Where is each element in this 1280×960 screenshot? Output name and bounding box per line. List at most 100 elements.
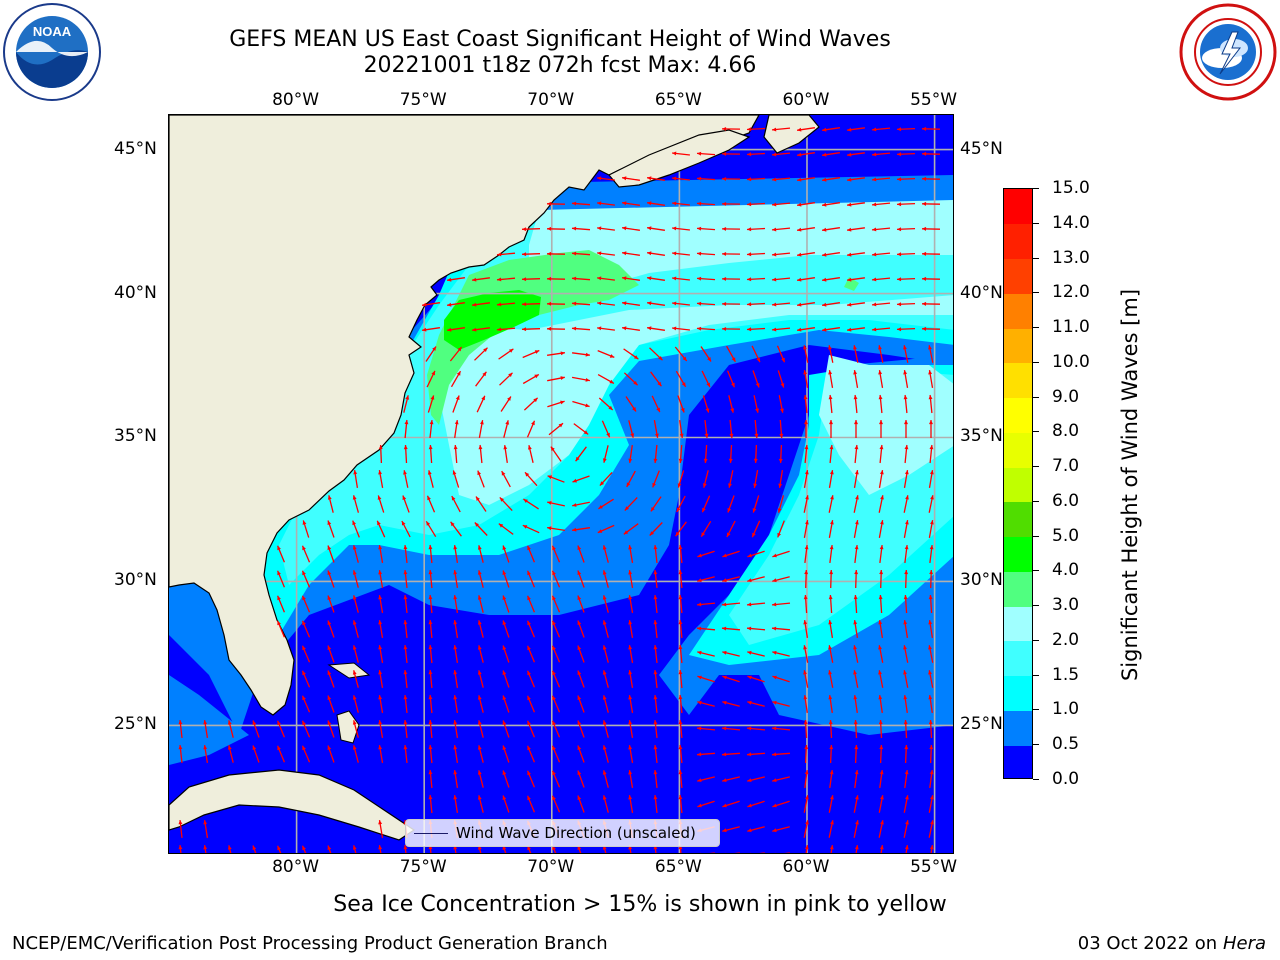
wave-direction-arrow <box>871 177 891 182</box>
wave-direction-arrow <box>672 151 690 156</box>
wave-direction-arrow <box>721 327 741 331</box>
wave-direction-arrow <box>729 419 734 439</box>
wave-direction-arrow <box>653 595 658 613</box>
longitude-tick-top: 75°W <box>399 90 447 110</box>
wave-direction-arrow <box>746 726 766 731</box>
wave-direction-arrow <box>623 523 639 535</box>
wave-direction-arrow <box>522 524 540 534</box>
wave-direction-arrow <box>597 524 615 534</box>
colorbar-tick-mark <box>1033 222 1039 224</box>
wave-direction-arrow <box>477 570 484 588</box>
map-subtitle: 20221001 t18z 072h fcst Max: 4.66 <box>363 53 757 78</box>
wave-direction-arrow <box>678 794 683 814</box>
colorbar-tick-mark <box>1033 257 1039 259</box>
wave-direction-arrow <box>425 520 437 538</box>
wave-direction-arrow <box>904 420 908 438</box>
wave-direction-arrow <box>903 369 909 389</box>
wave-direction-arrow <box>828 645 834 663</box>
latitude-tick-right: 25°N <box>960 714 1003 735</box>
wave-direction-arrow <box>477 670 484 688</box>
wave-direction-arrow <box>747 675 765 683</box>
wave-direction-arrow <box>854 569 859 589</box>
wave-direction-arrow <box>628 744 634 764</box>
wave-direction-arrow <box>647 226 665 231</box>
wave-direction-arrow <box>678 619 683 639</box>
wave-direction-arrow <box>227 720 234 738</box>
wave-direction-arrow <box>746 602 766 607</box>
wave-direction-arrow <box>453 444 458 464</box>
wave-direction-arrow <box>301 695 311 713</box>
wave-direction-arrow <box>301 620 311 638</box>
wave-direction-arrow <box>453 569 459 589</box>
map-panel[interactable]: Wind Wave Direction (unscaled) <box>168 114 954 854</box>
wave-direction-arrow <box>853 619 859 639</box>
wave-direction-arrow <box>928 345 934 363</box>
wave-direction-arrow <box>327 520 335 538</box>
wave-direction-arrow <box>772 826 790 833</box>
wave-direction-arrow <box>453 594 459 614</box>
wave-direction-arrow <box>628 594 634 614</box>
wave-direction-arrow <box>352 545 359 563</box>
wave-direction-arrow <box>676 495 686 513</box>
wave-direction-arrow <box>477 470 485 488</box>
wave-direction-arrow <box>746 177 766 182</box>
wave-direction-arrow <box>378 619 384 639</box>
wave-direction-arrow <box>751 345 761 363</box>
wave-direction-arrow <box>602 670 609 688</box>
colorbar-tick-mark <box>1033 744 1039 746</box>
wave-direction-arrow <box>502 595 510 613</box>
wave-direction-arrow <box>653 545 658 563</box>
colorbar-tick-label: 6.0 <box>1052 490 1080 511</box>
wave-direction-arrow <box>203 719 209 739</box>
wave-direction-arrow <box>526 720 536 738</box>
wave-direction-arrow <box>677 395 685 413</box>
latitude-tick-right: 35°N <box>960 426 1003 447</box>
wave-direction-arrow <box>746 152 766 157</box>
colorbar-segment <box>1004 606 1032 642</box>
wave-direction-arrow <box>721 302 741 306</box>
wave-direction-arrow <box>526 620 536 638</box>
wave-direction-arrow <box>449 346 463 362</box>
wave-direction-arrow <box>472 327 490 332</box>
wave-direction-arrow <box>628 669 634 689</box>
wave-direction-arrow <box>746 327 766 332</box>
latitude-tick-right: 30°N <box>960 570 1003 591</box>
wave-direction-arrow <box>453 544 459 564</box>
wave-direction-arrow <box>622 226 640 231</box>
wave-direction-arrow <box>822 252 840 257</box>
colorbar-tick-label: 12.0 <box>1052 282 1090 303</box>
wave-direction-arrow <box>928 519 934 539</box>
wave-direction-arrow <box>352 695 359 713</box>
wave-direction-arrow <box>701 495 711 513</box>
wave-direction-arrow <box>403 545 408 563</box>
wave-direction-arrow <box>602 745 609 763</box>
colorbar-tick-label: 7.0 <box>1052 456 1080 477</box>
wind-wave-direction-arrows <box>178 126 941 853</box>
wave-direction-arrow <box>701 370 711 388</box>
wave-direction-arrow <box>696 602 716 607</box>
wave-direction-arrow <box>526 745 536 763</box>
wave-direction-arrow <box>521 252 541 257</box>
wave-direction-arrow <box>551 695 561 713</box>
wave-direction-arrow <box>650 371 662 387</box>
longitude-tick-top: 55°W <box>910 90 958 110</box>
wave-direction-arrow <box>647 201 665 206</box>
wave-direction-arrow <box>477 720 484 738</box>
wave-direction-arrow <box>771 327 791 332</box>
longitude-tick-bottom: 55°W <box>910 857 958 877</box>
wave-direction-arrow <box>499 372 513 386</box>
wave-direction-arrow <box>501 470 511 488</box>
wave-direction-arrow <box>822 227 840 232</box>
colorbar-tick-mark <box>1033 292 1039 294</box>
wave-direction-arrow <box>672 251 690 256</box>
wave-direction-arrow <box>847 152 865 157</box>
wave-direction-arrow <box>602 620 609 638</box>
wave-direction-arrow <box>878 594 883 614</box>
wave-direction-arrow <box>721 227 741 231</box>
wave-direction-arrow <box>551 770 561 788</box>
wave-direction-arrow <box>903 619 909 639</box>
wave-direction-arrow <box>678 444 683 464</box>
wave-height-map[interactable] <box>169 115 954 854</box>
wave-direction-arrow <box>572 352 590 357</box>
wave-direction-arrow <box>602 770 609 788</box>
